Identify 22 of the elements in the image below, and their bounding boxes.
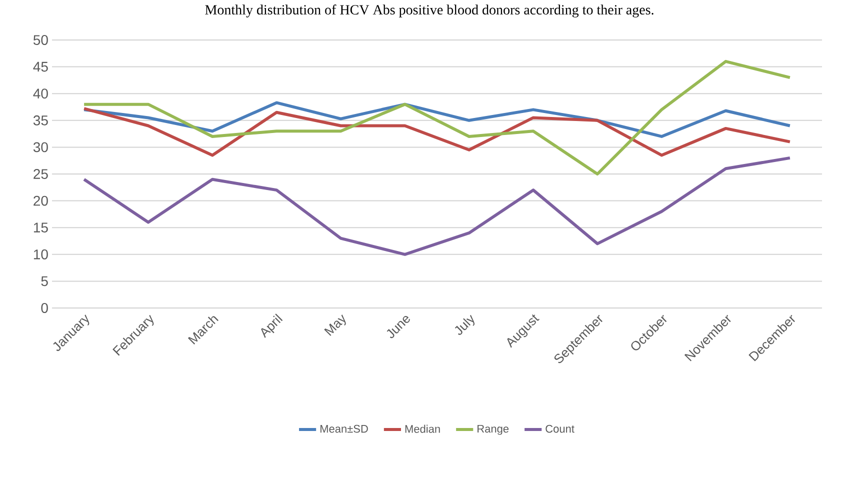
- chart-title: Monthly distribution of HCV Abs positive blood donors according to their ages.: [205, 4, 654, 18]
- line-series: [82, 101, 792, 138]
- x-tick-label: May: [324, 314, 346, 336]
- y-tick-label: 50: [33, 35, 48, 45]
- y-tick-label: 0: [41, 303, 48, 313]
- y-tick-label: 20: [34, 196, 48, 206]
- line-series: [82, 60, 792, 176]
- x-tick-label: July: [454, 314, 475, 335]
- legend-label: Median: [405, 424, 440, 433]
- y-tick-label: 45: [33, 62, 48, 72]
- y-tick-label: 10: [34, 249, 48, 260]
- y-tick-label: 5: [41, 276, 48, 286]
- line-series: [82, 107, 792, 157]
- line-series: [82, 156, 792, 256]
- legend-label: Count: [546, 424, 574, 433]
- legend-label: Range: [478, 424, 509, 435]
- y-tick-label: 15: [34, 222, 48, 232]
- y-tick-label: 30: [33, 142, 48, 152]
- y-tick-label: 25: [34, 169, 48, 179]
- y-tick-label: 40: [33, 88, 48, 99]
- y-tick-label: 35: [33, 115, 48, 126]
- legend-label: Mean±SD: [320, 424, 368, 433]
